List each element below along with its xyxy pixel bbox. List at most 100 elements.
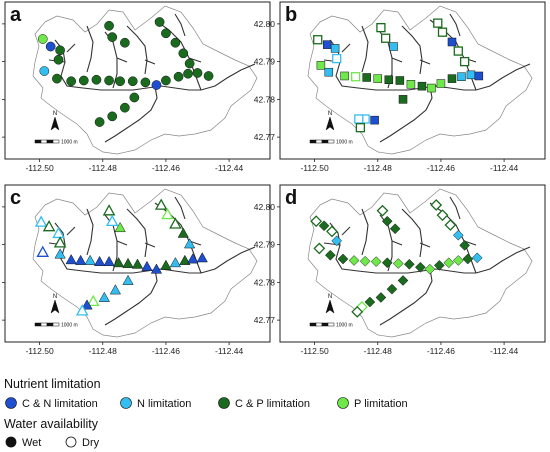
map-panel-d: -112.50 -112.48 -112.46 -112.44 42.80 42.79 42… bbox=[254, 184, 546, 356]
scale-bar-segment bbox=[40, 139, 48, 144]
site-marker-b bbox=[447, 74, 457, 83]
site-marker-d bbox=[359, 255, 371, 267]
site-marker-c bbox=[169, 217, 182, 229]
site-marker-a bbox=[91, 74, 102, 85]
stream-line bbox=[126, 208, 148, 258]
stream-line bbox=[401, 25, 423, 75]
stream-line bbox=[361, 208, 369, 256]
site-marker-d bbox=[351, 305, 364, 318]
site-marker-c bbox=[102, 204, 116, 216]
scale-bar-segment bbox=[46, 139, 54, 144]
site-marker-b bbox=[427, 83, 436, 93]
site-marker-d bbox=[364, 296, 376, 308]
site-marker-c bbox=[75, 254, 87, 265]
scale-bar-label: 1000 m bbox=[336, 140, 353, 146]
scale-bar-segment bbox=[40, 322, 48, 327]
site-marker-c bbox=[131, 258, 144, 269]
site-marker-b bbox=[436, 79, 446, 88]
x-tick-label: -112.48 bbox=[89, 163, 117, 173]
watershed-boundary bbox=[32, 188, 258, 338]
x-tick-label: -112.44 bbox=[490, 163, 518, 173]
legend: Nutrient limitation C & N limitation N l… bbox=[4, 377, 408, 449]
stream-line bbox=[329, 222, 531, 274]
site-marker-b bbox=[433, 18, 443, 28]
stream-line bbox=[379, 85, 433, 143]
site-marker-c bbox=[122, 274, 134, 285]
watershed-boundary bbox=[307, 5, 533, 155]
site-marker-c bbox=[169, 257, 182, 268]
site-marker-a bbox=[140, 77, 151, 88]
site-marker-a bbox=[107, 32, 118, 42]
site-marker-a bbox=[184, 58, 195, 69]
site-marker-a bbox=[203, 71, 214, 81]
site-marker-b bbox=[406, 80, 416, 89]
stream-line bbox=[86, 208, 94, 256]
legend-p-swatch bbox=[337, 397, 349, 409]
north-label: N bbox=[53, 111, 57, 117]
site-marker-a bbox=[78, 75, 89, 86]
site-marker-d bbox=[389, 223, 401, 235]
site-marker-d bbox=[381, 257, 393, 269]
site-marker-b bbox=[474, 71, 484, 81]
north-arrow: N bbox=[50, 111, 60, 131]
scale-bar-segment bbox=[52, 322, 60, 327]
site-marker-d bbox=[436, 209, 449, 222]
site-marker-c bbox=[98, 291, 110, 302]
site-marker-d bbox=[331, 235, 343, 247]
y-tick-label: 42.79 bbox=[254, 57, 276, 67]
site-marker-d bbox=[392, 258, 404, 269]
legend-p-label: P limitation bbox=[354, 398, 408, 410]
site-marker-b bbox=[362, 73, 371, 82]
site-marker-b bbox=[332, 53, 342, 64]
scale-bar: 1000 m bbox=[34, 139, 78, 146]
site-marker-d bbox=[443, 257, 455, 269]
legend-cn-label: C & N limitation bbox=[22, 398, 98, 410]
scale-bar-segment bbox=[315, 139, 323, 144]
site-marker-b bbox=[355, 123, 366, 133]
site-marker-c bbox=[103, 255, 115, 267]
map-panel-c: -112.50-112.48-112.46-112.4442.8042.7942… bbox=[0, 184, 271, 356]
north-arrow: N bbox=[325, 294, 335, 314]
site-marker-c bbox=[81, 299, 93, 310]
site-marker-c bbox=[84, 254, 96, 265]
stream-line bbox=[391, 240, 403, 246]
site-marker-d bbox=[459, 240, 470, 251]
site-marker-b bbox=[340, 71, 349, 81]
site-marker-b bbox=[437, 27, 448, 37]
stream-line bbox=[379, 268, 433, 326]
north-arrow-icon bbox=[50, 299, 60, 314]
scale-bar: 1000 m bbox=[309, 322, 353, 329]
site-marker-c bbox=[112, 257, 125, 268]
site-marker-c bbox=[75, 304, 89, 316]
stream-line bbox=[391, 57, 403, 63]
site-marker-c bbox=[183, 238, 196, 249]
site-marker-b bbox=[376, 22, 386, 33]
site-marker-a bbox=[192, 68, 203, 78]
site-marker-d bbox=[386, 283, 398, 295]
site-marker-a bbox=[55, 45, 65, 56]
stream-line bbox=[401, 208, 423, 258]
scale-bar-segment bbox=[321, 322, 329, 327]
north-arrow-icon bbox=[325, 116, 335, 131]
stream-line bbox=[449, 196, 461, 220]
scale-bar: 1000 m bbox=[34, 322, 78, 329]
x-tick-label: -112.48 bbox=[364, 163, 392, 173]
legend-n-swatch bbox=[120, 397, 132, 409]
stream-line bbox=[144, 242, 156, 248]
north-label: N bbox=[53, 294, 57, 300]
x-tick-label: -112.50 bbox=[300, 346, 328, 356]
site-marker-a bbox=[115, 76, 125, 87]
stream-line bbox=[329, 39, 531, 91]
site-marker-d bbox=[376, 204, 389, 217]
scale-bar-segment bbox=[309, 322, 317, 327]
legend-nutrient-title: Nutrient limitation bbox=[4, 377, 101, 391]
site-marker-a bbox=[45, 41, 56, 52]
stream-line bbox=[116, 240, 128, 246]
site-marker-c bbox=[109, 284, 122, 295]
north-label: N bbox=[328, 294, 332, 300]
site-marker-d bbox=[444, 219, 457, 231]
site-marker-d bbox=[375, 292, 387, 303]
legend-cp-swatch bbox=[218, 397, 230, 409]
stream-line bbox=[174, 13, 186, 37]
